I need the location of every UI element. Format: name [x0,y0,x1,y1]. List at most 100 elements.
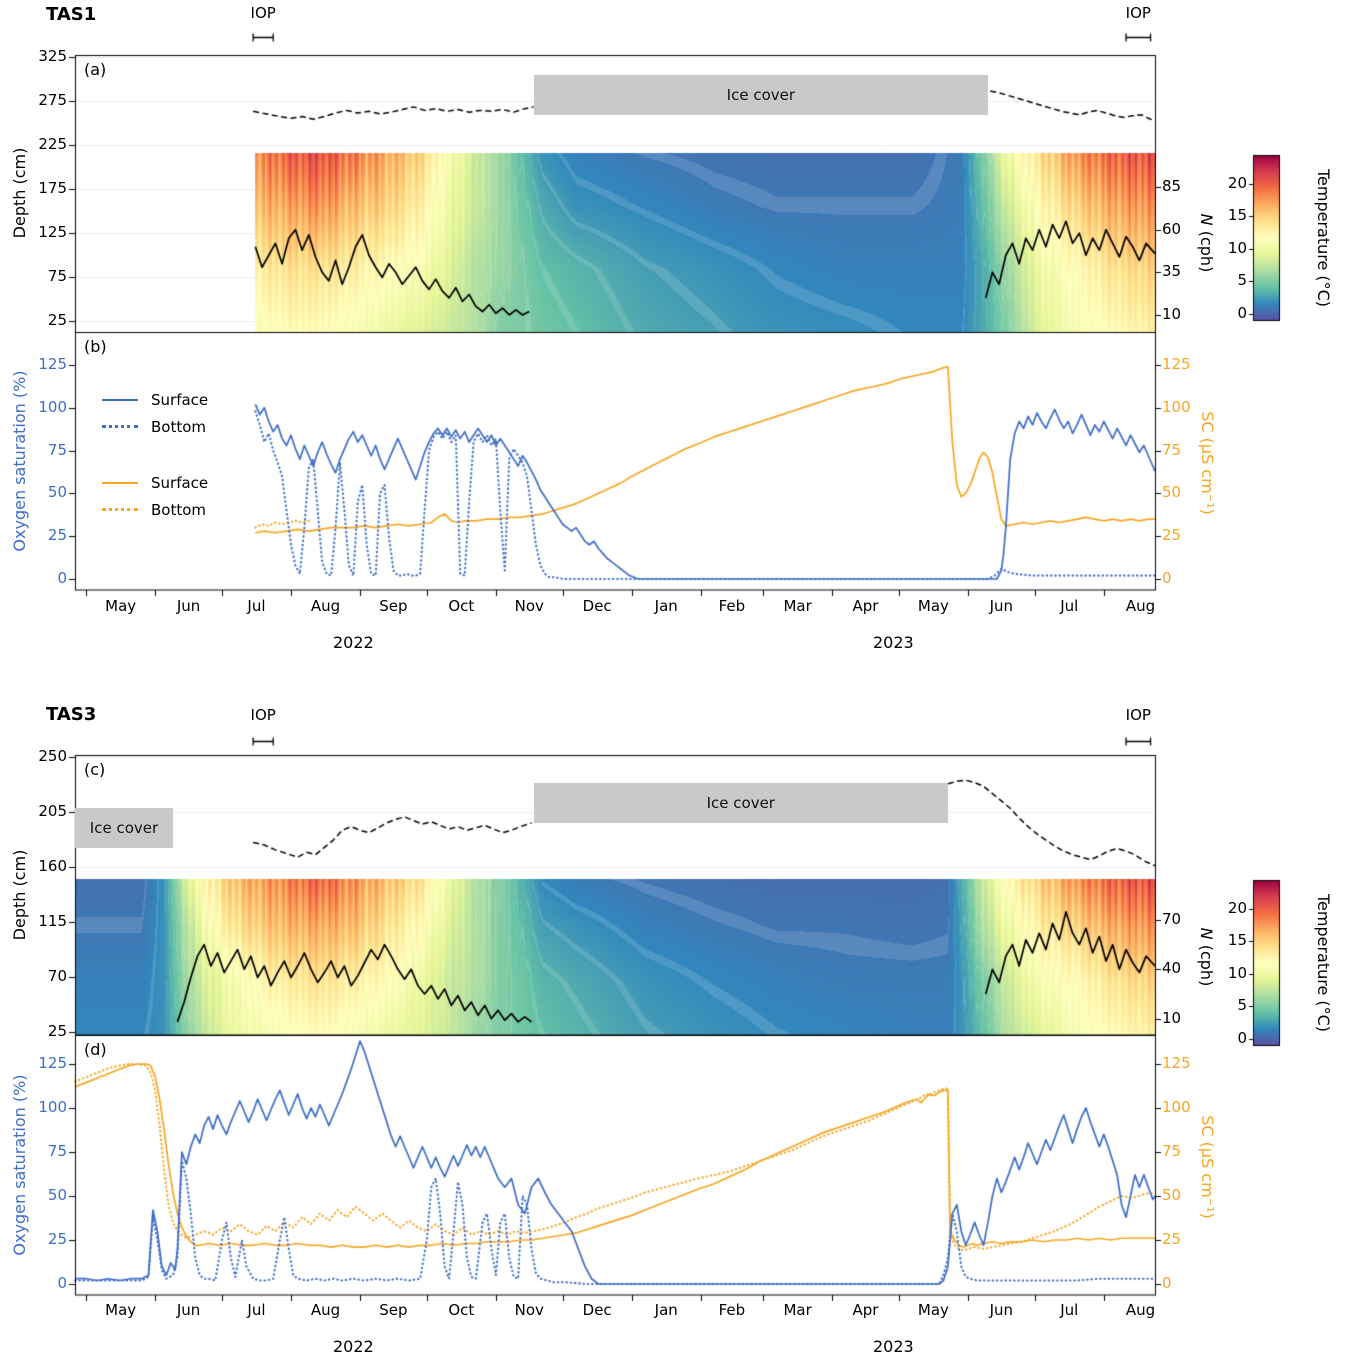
ice-cover-bar: Ice cover [533,783,948,823]
sc-tick-label: 75 [1162,1142,1182,1160]
colorbar-tick-label: 20 [1227,899,1247,918]
x-tick-label-month: Dec [582,597,612,615]
iop-label: IOP [250,4,276,22]
legend-item-oxygen-bottom: Bottom [102,413,208,440]
x-tick-label-month: Jul [1060,597,1079,615]
x-tick-label-month: Jun [176,1301,201,1319]
x-tick-label-month: Dec [582,1301,612,1319]
oxygen-tick-label: 50 [47,1186,67,1204]
iop-label: IOP [250,706,276,724]
sc-tick-label: 50 [1162,1186,1182,1204]
sc-tick-label: 25 [1162,526,1182,545]
depth-tick-label: 250 [38,746,67,765]
legend-line-blue-solid-icon [102,398,138,401]
panel-label-c: (c) [84,760,106,779]
n-tick-label: 10 [1162,1008,1182,1027]
legend-line-blue-dotted-icon [102,425,138,428]
depth-tick-label: 75 [47,266,67,285]
temperature-colorbar-label: Temperature (°C) [1314,893,1334,1033]
legend-item-sc-bottom: Bottom [102,496,208,523]
panel-label-b: (b) [84,337,107,356]
x-tick-label-month: Mar [783,1301,812,1319]
x-tick-label-month: Nov [514,1301,544,1319]
x-tick-label-month: May [105,1301,137,1319]
depth-tick-label: 205 [38,801,67,820]
depth-tick-label: 175 [38,178,67,197]
depth-tick-label: 125 [38,222,67,241]
sc-axis-label: SC (µS cm⁻¹) [1198,1115,1218,1219]
n-tick-label: 40 [1162,959,1182,978]
oxygen-tick-label: 100 [38,1098,67,1116]
legend-line-orange-solid-icon [102,481,138,484]
n-tick-label: 60 [1162,219,1182,238]
x-tick-label-month: May [917,1301,949,1319]
oxygen-tick-label: 75 [47,1142,67,1160]
x-tick-label-month: Aug [1125,597,1156,615]
x-tick-label-month: Jun [989,1301,1014,1319]
sc-tick-label: 125 [1162,1054,1191,1072]
oxygen-tick-label: 25 [47,526,67,545]
oxygen-tick-label: 125 [38,1054,67,1072]
station-title-tas3: TAS3 [46,704,97,725]
colorbar-tick-label: 0 [1237,303,1247,322]
x-tick-label-month: Jul [247,597,266,615]
x-axis-year-label: 2022 [332,633,374,652]
sc-tick-label: 100 [1162,1098,1191,1116]
ice-cover-label: Ice cover [89,819,159,837]
ice-cover-label: Ice cover [726,86,796,104]
legend: Surface Bottom Surface Bottom [102,386,208,523]
x-tick-label-month: Aug [310,1301,341,1319]
sc-axis-label: SC (µS cm⁻¹) [1198,411,1218,515]
legend-item-oxygen-surface: Surface [102,386,208,413]
depth-tick-label: 275 [38,90,67,109]
sc-tick-label: 75 [1162,440,1182,459]
x-tick-label-month: May [917,597,949,615]
x-tick-label-month: Feb [718,597,746,615]
legend-line-orange-dotted-icon [102,508,138,511]
depth-tick-label: 115 [38,911,67,930]
colorbar-tick-label: 15 [1227,206,1247,225]
oxygen-tick-label: 125 [38,355,67,373]
x-tick-label-month: Jun [989,597,1014,615]
oxygen-tick-label: 0 [57,569,67,587]
x-tick-label-month: Jul [247,1301,266,1319]
x-axis-year-label: 2023 [872,1337,914,1356]
oxygen-tick-label: 100 [38,397,67,416]
sc-tick-label: 0 [1162,1274,1172,1292]
oxygen-tick-label: 75 [47,440,67,459]
depth-tick-label: 70 [47,966,67,985]
legend-item-sc-surface: Surface [102,469,208,496]
x-tick-label-month: Feb [718,1301,746,1319]
depth-tick-label: 160 [38,856,67,875]
depth-tick-label: 25 [47,1021,67,1040]
n-tick-label: 70 [1162,910,1182,929]
x-axis-year-label: 2022 [332,1337,374,1356]
sc-tick-label: 125 [1162,355,1191,373]
colorbar-tick-label: 5 [1237,271,1247,290]
x-tick-label-month: Jun [176,597,201,615]
depth-tick-label: 225 [38,134,67,153]
x-tick-label-month: Aug [1125,1301,1156,1319]
x-tick-label-month: Jan [654,1301,678,1319]
x-tick-label-month: Jul [1060,1301,1079,1319]
n-tick-label: 85 [1162,177,1182,196]
n-tick-label: 10 [1162,304,1182,323]
colorbar-tick-label: 10 [1227,963,1247,982]
x-tick-label-month: Aug [310,597,341,615]
colorbar-tick-label: 20 [1227,174,1247,193]
sc-tick-label: 25 [1162,1230,1182,1248]
panel-label-a: (a) [84,60,107,79]
panel-label-d: (d) [84,1040,107,1059]
colorbar-tick-label: 10 [1227,238,1247,257]
sc-tick-label: 50 [1162,483,1182,502]
x-tick-label-month: May [105,597,137,615]
temperature-colorbar-label: Temperature (°C) [1314,168,1334,308]
x-tick-label-month: Sep [379,597,408,615]
ice-cover-label: Ice cover [706,794,775,812]
colorbar-tick-label: 0 [1237,1028,1247,1047]
sc-tick-label: 100 [1162,397,1191,416]
ice-cover-bar: Ice cover [75,808,173,848]
iop-label: IOP [1125,4,1151,22]
x-tick-label-month: Jan [654,597,678,615]
